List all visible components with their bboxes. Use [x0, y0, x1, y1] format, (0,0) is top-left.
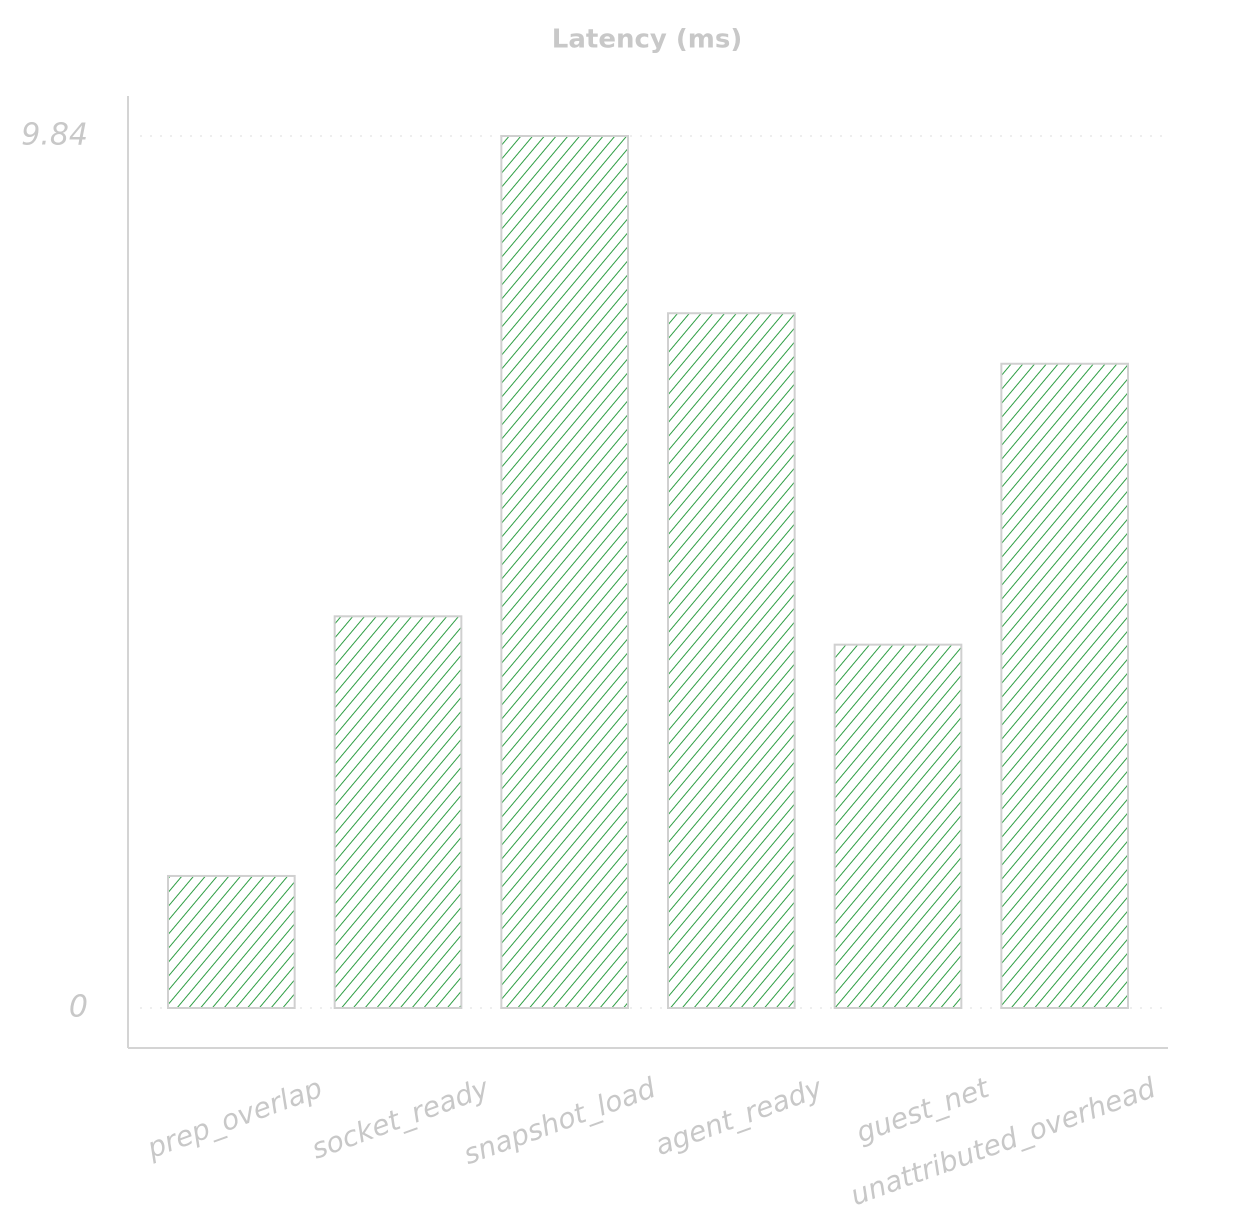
- chart-title: Latency (ms): [552, 25, 742, 55]
- x-tick-label: agent_ready: [651, 1071, 827, 1162]
- y-tick-label: 9.84: [21, 118, 88, 153]
- x-tick-label: unattributed_overhead: [846, 1071, 1160, 1212]
- bar: [833, 643, 963, 1010]
- bar: [333, 615, 463, 1010]
- x-tick-label: snapshot_load: [459, 1071, 660, 1171]
- y-tick-label: 0: [69, 990, 88, 1025]
- bar: [1000, 362, 1129, 1009]
- bar: [500, 135, 630, 1009]
- bar: [167, 874, 296, 1009]
- x-tick-label: prep_overlap: [142, 1071, 327, 1165]
- bar: [667, 312, 796, 1009]
